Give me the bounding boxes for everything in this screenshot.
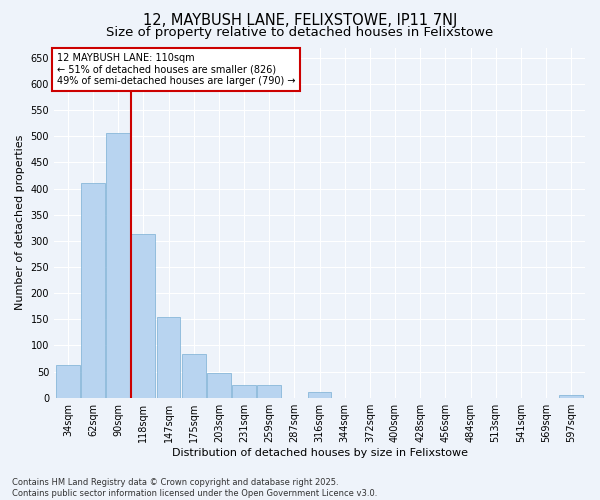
Text: 12, MAYBUSH LANE, FELIXSTOWE, IP11 7NJ: 12, MAYBUSH LANE, FELIXSTOWE, IP11 7NJ (143, 12, 457, 28)
Bar (232, 384, 256, 398)
Bar (131, 234, 155, 398)
Bar (182, 354, 206, 398)
Bar (157, 316, 181, 398)
Bar (106, 132, 130, 398)
Bar (308, 392, 331, 398)
Bar (56, 366, 80, 398)
Text: 12 MAYBUSH LANE: 110sqm
← 51% of detached houses are smaller (826)
49% of semi-d: 12 MAYBUSH LANE: 110sqm ← 51% of detache… (56, 53, 295, 86)
Bar (207, 373, 231, 398)
Text: Contains HM Land Registry data © Crown copyright and database right 2025.
Contai: Contains HM Land Registry data © Crown c… (12, 478, 377, 498)
Text: Size of property relative to detached houses in Felixstowe: Size of property relative to detached ho… (106, 26, 494, 39)
Bar (257, 384, 281, 398)
Bar (559, 395, 583, 398)
Y-axis label: Number of detached properties: Number of detached properties (15, 135, 25, 310)
X-axis label: Distribution of detached houses by size in Felixstowe: Distribution of detached houses by size … (172, 448, 467, 458)
Bar (81, 184, 105, 398)
